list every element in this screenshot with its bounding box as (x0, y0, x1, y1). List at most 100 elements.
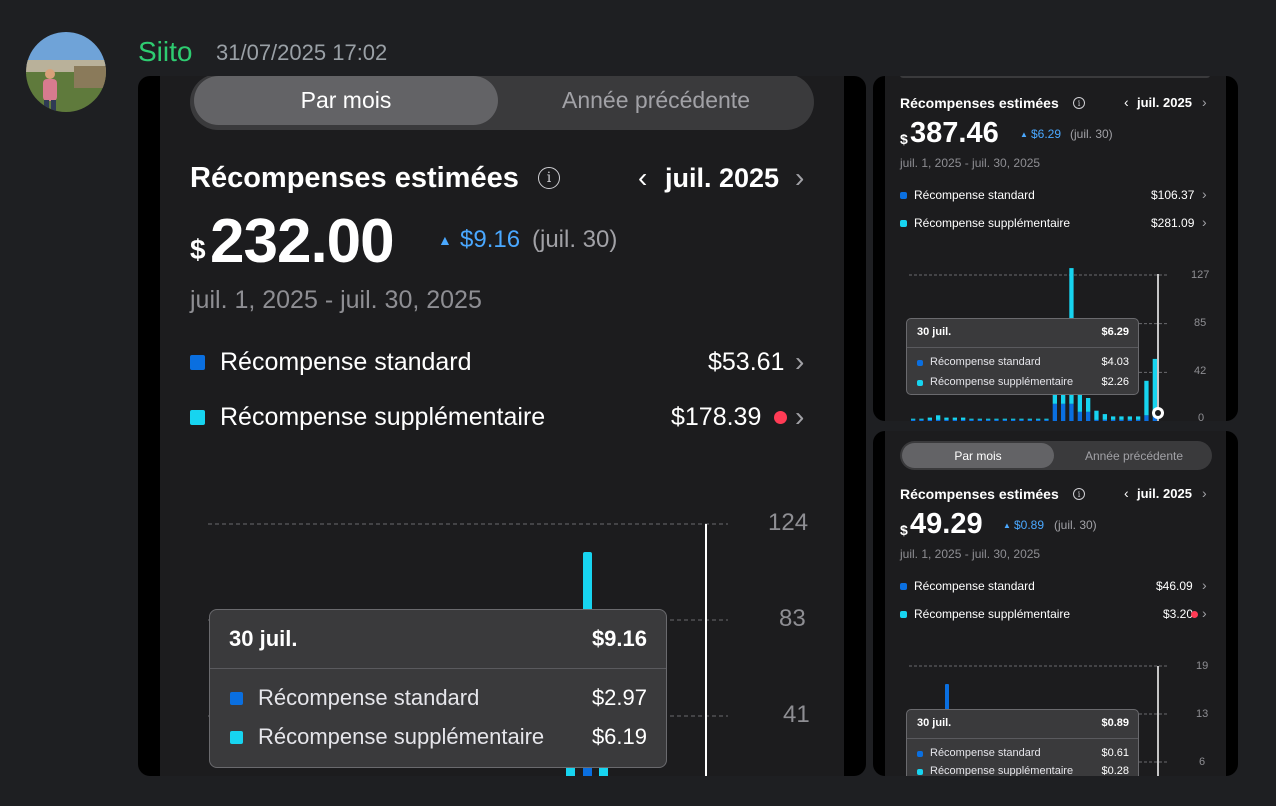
bar (599, 766, 608, 776)
tooltip-supplementaire-value: $2.26 (1101, 376, 1129, 388)
main-screenshot[interactable]: Par mois Année précédente Récompenses es… (138, 76, 866, 776)
total-amount: 387.46 (910, 117, 999, 149)
tooltip-total: $9.16 (591, 626, 647, 651)
tooltip-standard-value: $4.03 (1101, 356, 1129, 368)
avatar-photo (26, 32, 106, 112)
bottom-right-screenshot[interactable]: Par mois Année précédente Récompenses es… (873, 431, 1238, 776)
chevron-right-icon: › (795, 346, 805, 377)
month-prev-icon[interactable]: ‹ (638, 162, 648, 193)
avatar[interactable] (26, 32, 106, 112)
tooltip-supplementaire-label: Récompense supplémentaire (930, 765, 1074, 776)
currency-symbol: $ (900, 131, 908, 147)
message-author[interactable]: Siito (138, 36, 193, 67)
chevron-right-icon[interactable]: › (1202, 577, 1207, 593)
bar (1127, 416, 1132, 420)
bar (927, 417, 932, 420)
bar (1011, 419, 1016, 421)
info-icon[interactable]: i (1073, 97, 1085, 109)
bar (1102, 414, 1107, 420)
tooltip-supplementaire-label: Récompense supplémentaire (930, 376, 1074, 388)
supplementaire-label: Récompense supplémentaire (220, 403, 546, 431)
bar (1111, 419, 1116, 421)
change-date: (juil. 30) (1070, 127, 1113, 141)
info-icon[interactable]: i (1073, 488, 1085, 500)
change-amount: $6.29 (1031, 127, 1062, 141)
supplementaire-legend-square (900, 611, 907, 618)
total-amount: 232.00 (210, 207, 395, 276)
total-amount: 49.29 (910, 508, 983, 540)
tooltip-total: $6.29 (1101, 326, 1129, 338)
top-right-screenshot[interactable]: Récompenses estimées i ‹ juil. 2025 › $ … (873, 76, 1238, 421)
date-range: juil. 1, 2025 - juil. 30, 2025 (190, 286, 482, 314)
standard-label[interactable]: Récompense standard (914, 188, 1035, 202)
left-edge (873, 431, 885, 776)
tooltip-divider (907, 347, 1138, 348)
bar (1036, 418, 1041, 420)
chevron-right-icon[interactable]: › (1202, 186, 1207, 202)
tooltip-supplementaire-value: $0.28 (1101, 765, 1129, 776)
change-amount: $0.89 (1014, 518, 1045, 532)
bar (961, 417, 966, 420)
increase-arrow-icon: ▲ (438, 232, 452, 248)
bar (1102, 419, 1107, 421)
bar (994, 419, 999, 421)
bar (961, 419, 966, 421)
tooltip-supplementaire-square (917, 769, 923, 775)
period-toggle: Par mois Année précédente (190, 76, 814, 130)
month-next-icon[interactable]: › (1202, 485, 1207, 501)
month-next-icon[interactable]: › (1202, 94, 1207, 110)
bar (1052, 403, 1057, 421)
tab-annee-precedente[interactable]: Année précédente (1084, 448, 1184, 463)
month-prev-icon[interactable]: ‹ (1124, 485, 1129, 501)
supplementaire-value: $281.09 (1151, 216, 1195, 230)
y-tick: 83 (779, 605, 806, 632)
left-edge (873, 76, 885, 421)
tab-annee-precedente[interactable]: Année précédente (562, 87, 750, 113)
bar (1069, 403, 1074, 421)
standard-legend-square (900, 192, 907, 199)
chart-tooltip: 30 juil. $9.16 Récompense standard $2.97… (209, 609, 667, 768)
tooltip-supplementaire-square (917, 380, 923, 386)
info-icon[interactable]: i (538, 167, 560, 189)
bar (1144, 415, 1149, 421)
bar (936, 415, 941, 420)
y-tick: 127 (1191, 269, 1210, 281)
bar (1152, 416, 1157, 421)
tooltip-date: 30 juil. (229, 626, 298, 651)
period-toggle: Par mois Année précédente (900, 441, 1212, 470)
bar (1044, 418, 1049, 420)
change-amount: $9.16 (460, 226, 521, 253)
bar (1136, 416, 1141, 420)
tab-par-mois[interactable]: Par mois (194, 76, 498, 125)
left-edge (138, 76, 160, 776)
month-prev-icon[interactable]: ‹ (1124, 94, 1129, 110)
month-label: juil. 2025 (1137, 95, 1192, 110)
y-tick: 124 (768, 509, 809, 536)
supplementaire-label[interactable]: Récompense supplémentaire (914, 607, 1071, 621)
right-edge (1226, 76, 1238, 421)
standard-label[interactable]: Récompense standard (914, 579, 1035, 593)
chevron-right-icon[interactable]: › (1202, 214, 1207, 230)
bar (1027, 419, 1032, 421)
right-edge (844, 76, 866, 776)
chevron-right-icon[interactable]: › (1202, 605, 1207, 621)
tab-par-mois[interactable]: Par mois (902, 443, 1054, 468)
bar (1019, 419, 1024, 421)
tooltip-divider (907, 738, 1138, 739)
date-range: juil. 1, 2025 - juil. 30, 2025 (900, 156, 1041, 170)
month-next-icon[interactable]: › (795, 162, 805, 193)
bar (944, 419, 949, 421)
bar (936, 419, 941, 421)
bar (1136, 419, 1141, 421)
tooltip-standard-label: Récompense standard (258, 685, 480, 710)
increase-arrow-icon: ▲ (1020, 130, 1028, 139)
bar (1086, 398, 1091, 412)
bar-peak (945, 684, 949, 714)
tooltip-standard-label: Récompense standard (930, 356, 1041, 368)
tooltip-standard-label: Récompense standard (930, 747, 1041, 759)
month-label: juil. 2025 (1137, 486, 1192, 501)
supplementaire-label[interactable]: Récompense supplémentaire (914, 216, 1071, 230)
toggle-edge (900, 76, 1210, 78)
standard-legend-square (190, 355, 205, 370)
y-tick: 19 (1196, 660, 1209, 672)
